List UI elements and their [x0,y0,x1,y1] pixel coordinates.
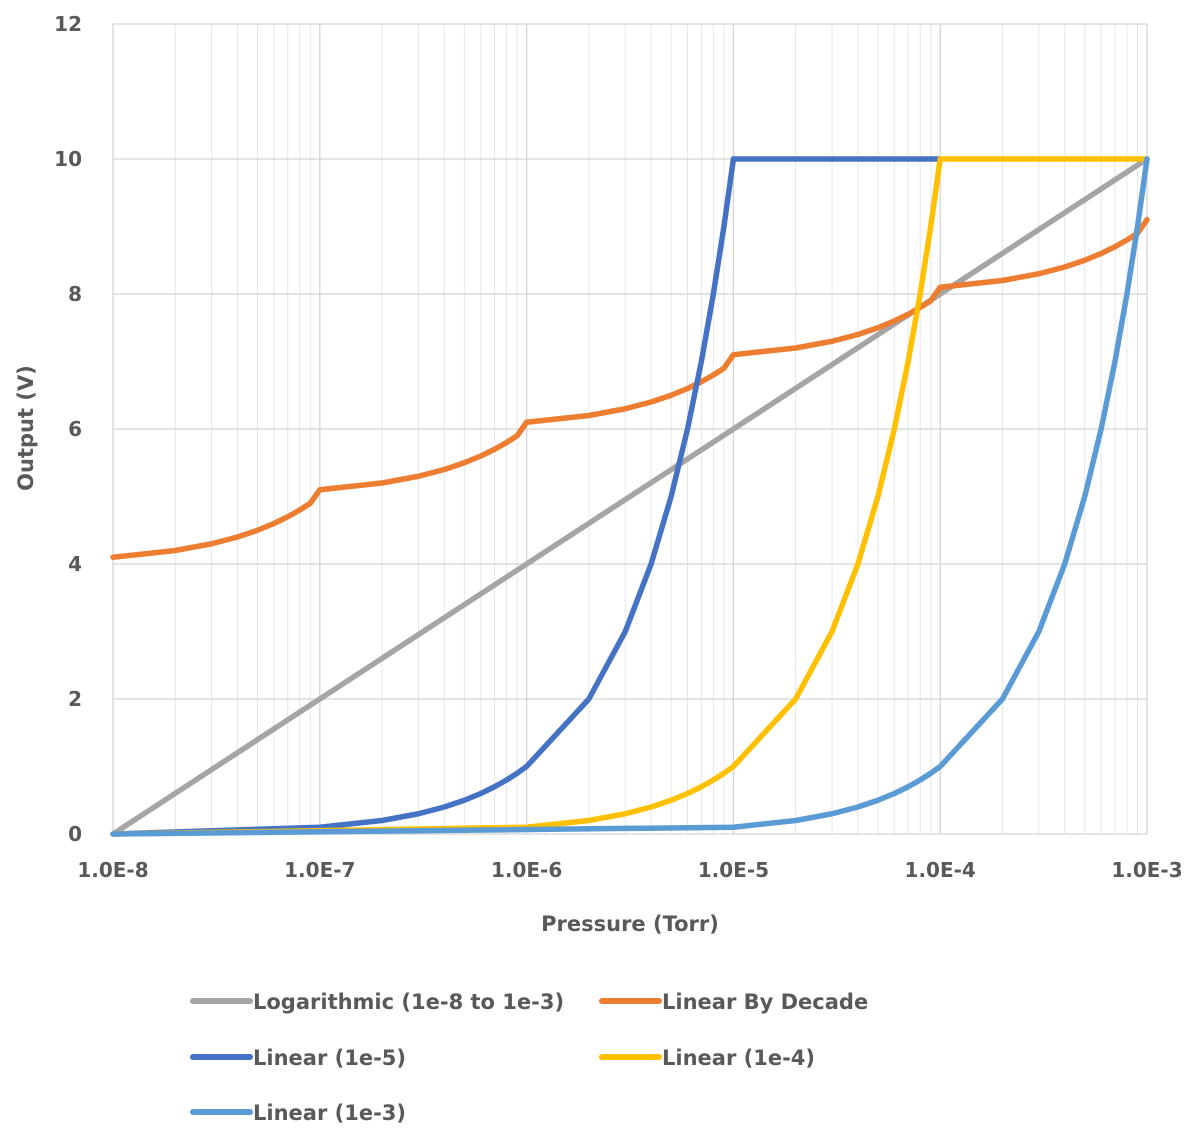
legend-label: Linear (1e-4) [662,1046,815,1070]
y-tick-label: 10 [54,147,82,171]
y-tick-label: 6 [68,417,82,441]
legend-label: Linear By Decade [662,990,868,1014]
legend-label: Linear (1e-3) [253,1101,406,1125]
x-tick-label: 1.0E-6 [491,858,562,882]
series-line-4 [110,156,1150,837]
legend-item: Linear (1e-4) [599,1046,815,1070]
y-axis-ticks: 0 2 4 6 8 10 12 [54,12,82,846]
y-tick-label: 2 [68,687,82,711]
major-gridlines [112,23,1148,835]
legend: Logarithmic (1e-8 to 1e-3) Linear By Deca… [190,990,868,1125]
series-line-1 [110,156,1150,837]
legend-label: Linear (1e-5) [253,1046,406,1070]
legend-item: Linear (1e-3) [190,1101,406,1125]
y-tick-label: 12 [54,12,82,36]
x-tick-label: 1.0E-5 [698,858,769,882]
series-line-5 [110,156,1150,837]
x-axis-ticks: 1.0E-8 1.0E-7 1.0E-6 1.0E-5 1.0E-4 1.0E-3 [77,858,1182,882]
legend-item: Linear (1e-5) [190,1046,406,1070]
x-tick-label: 1.0E-8 [77,858,148,882]
series-line-3 [110,156,943,837]
x-tick-label: 1.0E-3 [1111,858,1182,882]
legend-item: Linear By Decade [599,990,868,1014]
legend-item: Logarithmic (1e-8 to 1e-3) [190,990,564,1014]
series-line-2 [110,217,1150,560]
y-tick-label: 8 [68,282,82,306]
y-axis-title: Output (V) [14,365,38,491]
x-tick-label: 1.0E-7 [284,858,355,882]
x-axis-title: Pressure (Torr) [541,912,719,936]
series-lines [110,156,1150,837]
x-tick-label: 1.0E-4 [905,858,976,882]
y-tick-label: 4 [68,552,82,576]
legend-label: Logarithmic (1e-8 to 1e-3) [253,990,564,1014]
y-tick-label: 0 [68,822,82,846]
